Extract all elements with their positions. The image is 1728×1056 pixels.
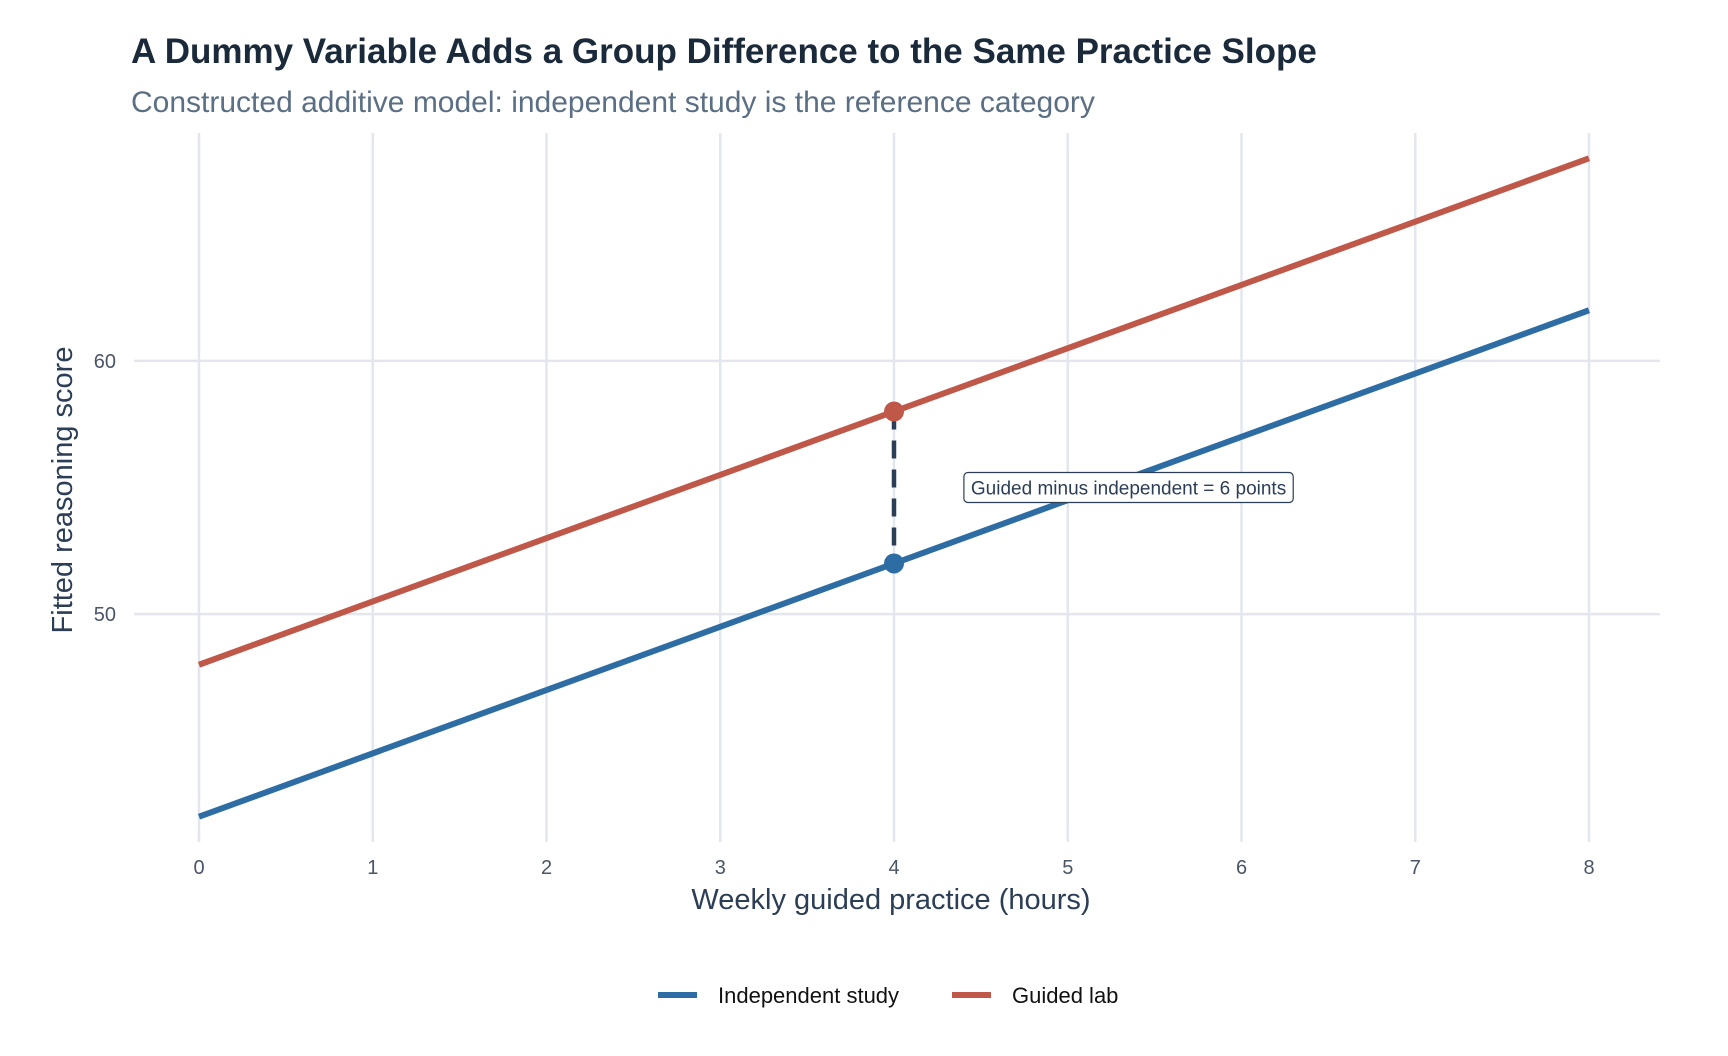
chart-title: A Dummy Variable Adds a Group Difference… xyxy=(131,32,1317,71)
x-tick-label-4: 4 xyxy=(888,857,899,879)
annotation-label: Guided minus independent = 6 points xyxy=(971,479,1286,500)
x-tick-label-2: 2 xyxy=(541,857,552,879)
independent-study-point xyxy=(884,553,904,574)
x-tick-label-7: 7 xyxy=(1410,857,1421,879)
x-tick-label-1: 1 xyxy=(367,857,378,879)
legend: Independent study Guided lab xyxy=(658,983,1118,1008)
group-difference-annotation: Guided minus independent = 6 points xyxy=(884,401,1294,574)
y-tick-labels: 50 60 xyxy=(94,351,116,626)
legend-label-1: Guided lab xyxy=(1012,983,1118,1008)
x-tick-label-6: 6 xyxy=(1236,857,1247,879)
chart-subtitle: Constructed additive model: independent … xyxy=(131,86,1095,119)
x-tick-label-8: 8 xyxy=(1583,857,1594,879)
x-tick-label-3: 3 xyxy=(715,857,726,879)
x-tick-label-5: 5 xyxy=(1062,857,1073,879)
y-axis-label: Fitted reasoning score xyxy=(47,347,79,634)
x-tick-labels: 0 1 2 3 4 5 6 7 8 xyxy=(193,857,1594,879)
y-tick-label-50: 50 xyxy=(94,604,116,626)
annotation-box xyxy=(963,471,1294,504)
legend-label-0: Independent study xyxy=(718,983,899,1008)
x-tick-label-0: 0 xyxy=(193,857,204,879)
y-tick-label-60: 60 xyxy=(94,351,116,373)
guided-lab-point xyxy=(884,401,904,422)
x-axis-label: Weekly guided practice (hours) xyxy=(691,884,1090,916)
y-gridlines xyxy=(134,359,1660,616)
